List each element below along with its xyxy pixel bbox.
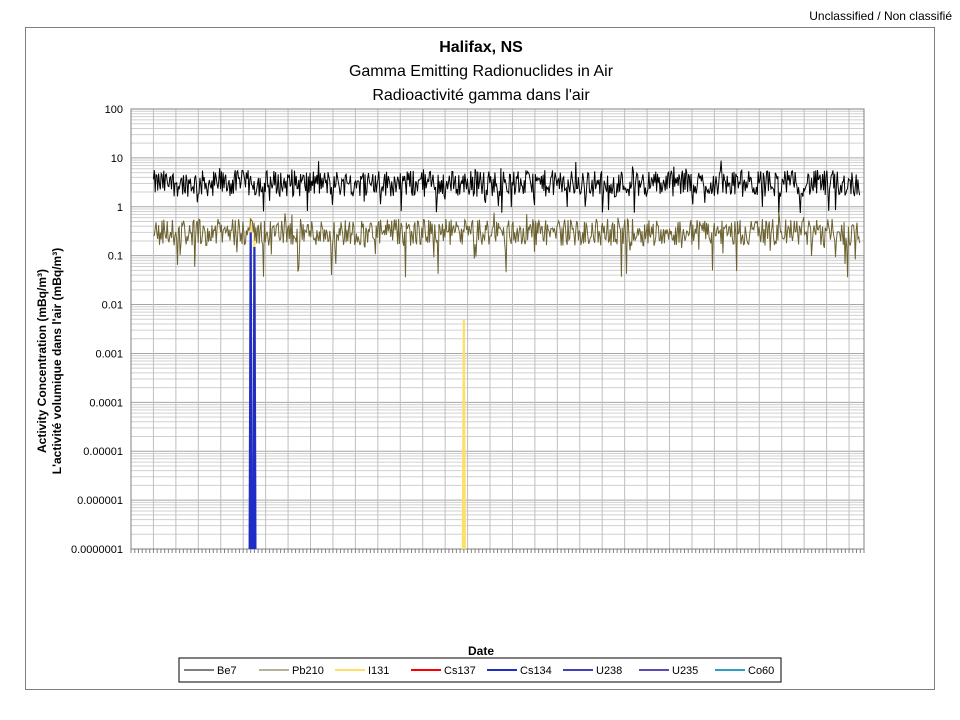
y-tick-label: 10 (111, 153, 123, 165)
radionuclide-chart: Halifax, NS Gamma Emitting Radionuclides… (0, 39, 865, 683)
y-tick-label: 0.1 (108, 251, 123, 263)
classification-label: Unclassified / Non classifié (809, 9, 952, 23)
series-spike-i131 (461, 319, 466, 550)
legend-label-cs137: Cs137 (444, 665, 476, 677)
y-tick-label: 0.0000001 (71, 544, 123, 556)
legend-label-u235: U235 (672, 665, 698, 677)
y-tick-label: 0.000001 (77, 495, 123, 507)
y-axis-label-en: Activity Concentration (mBq/m³) (35, 269, 49, 453)
data-series (152, 160, 861, 550)
y-tick-label: 0.01 (102, 300, 123, 312)
y-tick-label: 100 (105, 104, 123, 116)
y-tick-label: 0.001 (95, 348, 123, 360)
x-axis-label: Date (468, 644, 494, 658)
y-axis-label-fr: L'activité volumique dans l'air (mBq/m³) (50, 248, 64, 474)
legend: Be7 Pb210 I131 Cs137 Cs134 U238 U235 Co60 (178, 657, 782, 683)
series-line-be7 (152, 160, 861, 215)
legend-label-cs134: Cs134 (520, 665, 552, 677)
plot-area (130, 108, 865, 550)
legend-label-pb210: Pb210 (292, 665, 324, 677)
legend-label-be7: Be7 (217, 665, 237, 677)
y-tick-label: 0.00001 (83, 446, 123, 458)
chart-frame: Halifax, NS Gamma Emitting Radionuclides… (0, 27, 935, 690)
legend-label-i131: I131 (368, 665, 389, 677)
y-tick-label: 1 (117, 202, 123, 214)
series-spike-cs134 (248, 232, 253, 550)
series-line-pb210 (153, 212, 861, 278)
chart-subtitle-en: Gamma Emitting Radionuclides in Air (349, 63, 614, 80)
legend-label-co60: Co60 (748, 665, 774, 677)
y-tick-label: 0.0001 (89, 397, 123, 409)
series-spike-cs134 (252, 247, 257, 550)
chart-title: Halifax, NS (439, 39, 523, 56)
grid-lines (130, 109, 864, 550)
chart-subtitle-fr: Radioactivité gamma dans l'air (372, 87, 590, 104)
legend-label-u238: U238 (596, 665, 622, 677)
y-axis-ticks: 100 10 1 0.1 0.01 0.001 0.0001 0.00001 0.000001 0… (71, 104, 123, 556)
